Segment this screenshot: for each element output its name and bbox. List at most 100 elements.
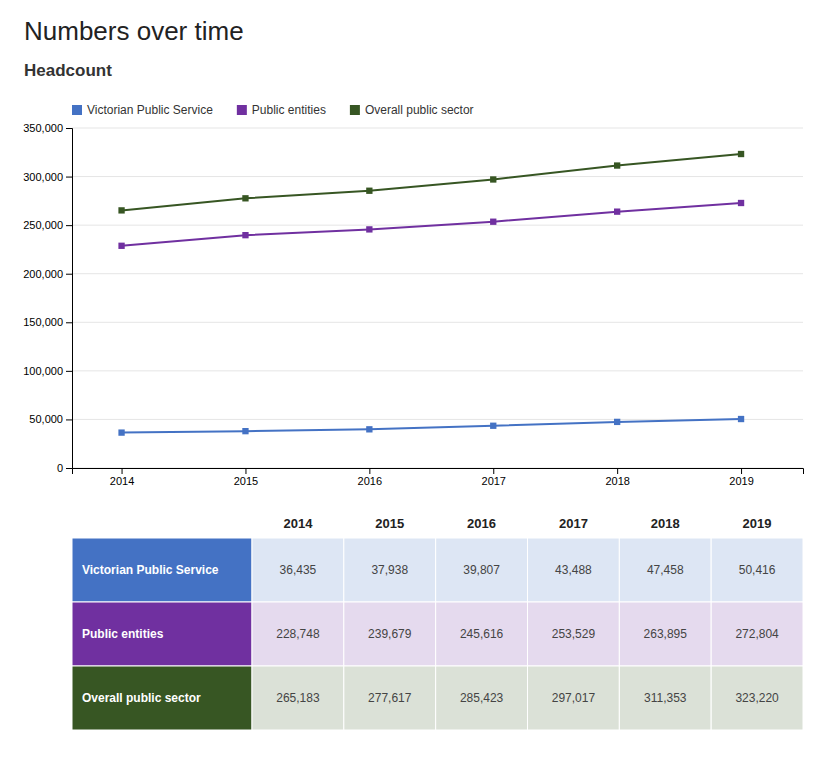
table-header: 2017 <box>559 516 588 531</box>
y-tick: 250,000 <box>23 219 72 231</box>
series-marker <box>242 232 248 238</box>
table-value: 43,488 <box>555 563 592 577</box>
table-cell <box>711 666 803 730</box>
title: Numbers over time <box>24 16 244 46</box>
x-tick: 2015 <box>234 468 258 487</box>
table-value: 311,353 <box>644 691 687 705</box>
series-marker <box>614 162 620 168</box>
x-tick-mark <box>741 468 742 474</box>
series-marker <box>490 423 496 429</box>
table-row-label: Public entities <box>82 627 164 641</box>
legend-item: Overall public sector <box>350 103 474 117</box>
x-tick: 2018 <box>605 468 629 487</box>
table-cell <box>619 602 711 666</box>
series-marker <box>490 219 496 225</box>
table-value: 36,435 <box>280 563 317 577</box>
table-value: 297,017 <box>552 691 596 705</box>
table-value: 277,617 <box>368 691 412 705</box>
table-cell <box>436 602 528 666</box>
table-value: 285,423 <box>460 691 504 705</box>
table-label-cell <box>72 602 252 666</box>
table-header: 2018 <box>651 516 680 531</box>
y-tick: 200,000 <box>23 268 72 280</box>
y-tick-mark <box>66 128 72 129</box>
table-value: 228,748 <box>276 627 320 641</box>
y-axis-line <box>66 129 73 469</box>
y-tick: 50,000 <box>29 413 72 425</box>
table-cell <box>619 538 711 602</box>
x-tick: 2014 <box>110 468 134 487</box>
y-tick-label: 300,000 <box>23 171 63 183</box>
y-tick-mark <box>66 371 72 372</box>
chart: Numbers over time Headcount 0 50,000 100,000… <box>0 0 827 759</box>
table-value: 239,679 <box>368 627 412 641</box>
grid-line <box>72 370 803 371</box>
series-marker <box>614 208 620 214</box>
x-tick: 2017 <box>482 468 506 487</box>
series-marker <box>614 419 620 425</box>
y-tick-mark <box>66 225 72 226</box>
y-tick: 150,000 <box>23 316 72 328</box>
x-tick-mark <box>617 468 618 474</box>
grid-line <box>72 273 803 274</box>
series-marker <box>366 426 372 432</box>
series-marker <box>738 151 744 157</box>
table-cell <box>528 666 620 730</box>
x-tick-mark <box>245 468 246 474</box>
x-tick-mark <box>493 468 494 474</box>
legend-item: Public entities <box>237 103 326 117</box>
table-value: 263,895 <box>644 627 688 641</box>
legend-swatch <box>237 105 247 115</box>
y-tick-label: 200,000 <box>23 268 63 280</box>
grid-line <box>72 128 803 129</box>
table-cell <box>344 602 436 666</box>
legend-label: Public entities <box>252 103 326 117</box>
series-line <box>122 154 741 210</box>
table-cell <box>619 666 711 730</box>
table: 201420152016201720182019Victorian Public… <box>72 516 803 731</box>
y-tick: 100,000 <box>23 365 72 377</box>
grid-line <box>72 322 803 323</box>
series-marker <box>490 176 496 182</box>
series-marker <box>118 243 124 249</box>
x-tick-label: 2019 <box>729 475 753 487</box>
legend-swatch <box>350 105 360 115</box>
x-tick-mark <box>369 468 370 474</box>
subtitle: Headcount <box>24 61 112 80</box>
table-value: 323,220 <box>735 691 779 705</box>
legend-swatch <box>72 105 82 115</box>
table-value: 50,416 <box>739 563 776 577</box>
table-value: 265,183 <box>276 691 320 705</box>
x-tick: 2016 <box>358 468 382 487</box>
legend: Victorian Public ServicePublic entitiesO… <box>72 103 474 117</box>
table-header: 2015 <box>375 516 404 531</box>
table-value: 37,938 <box>371 563 408 577</box>
x-tick-label: 2017 <box>482 475 506 487</box>
table-header: 2014 <box>283 516 313 531</box>
table-value: 253,529 <box>552 627 596 641</box>
x-tick-mark <box>122 468 123 474</box>
series-line <box>122 203 741 246</box>
x-tick-label: 2014 <box>110 475 134 487</box>
table-cell <box>344 666 436 730</box>
table-cell <box>252 538 344 602</box>
table-cell <box>711 602 803 666</box>
table-label-cell <box>72 538 252 602</box>
y-tick-mark <box>66 468 72 469</box>
y-tick: 0 <box>57 462 72 474</box>
y-tick: 300,000 <box>23 171 72 183</box>
series-marker <box>118 207 124 213</box>
table-cell <box>252 666 344 730</box>
grid <box>72 128 803 468</box>
table-value: 47,458 <box>647 563 684 577</box>
table-header: 2019 <box>743 516 772 531</box>
x-tick-label: 2015 <box>234 475 258 487</box>
y-tick-label: 0 <box>57 462 63 474</box>
plot: 0 50,000 100,000 150,000 200,000 250,000 300,0… <box>23 122 803 487</box>
table-header: 2016 <box>467 516 496 531</box>
legend-label: Overall public sector <box>365 103 474 117</box>
table-cell <box>528 602 620 666</box>
x-tick-label: 2018 <box>605 475 629 487</box>
table-cell <box>344 538 436 602</box>
table-cell <box>528 538 620 602</box>
